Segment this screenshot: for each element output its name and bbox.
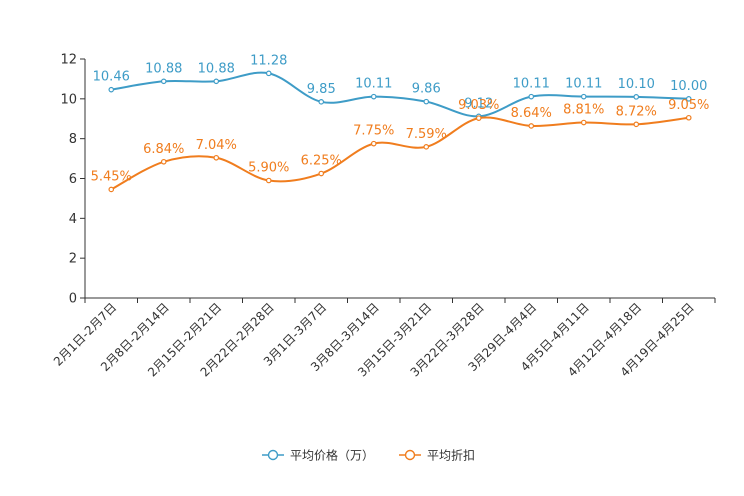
data-point <box>318 99 325 105</box>
data-label: 9.05% <box>668 98 709 113</box>
data-point <box>160 78 167 85</box>
data-label: 8.64% <box>511 106 552 121</box>
data-point <box>265 70 272 77</box>
data-point <box>370 93 377 100</box>
y-tick-label: 0 <box>69 292 77 307</box>
legend-marker-icon <box>267 449 279 461</box>
data-point <box>160 158 167 165</box>
data-point <box>213 78 220 85</box>
data-point <box>528 93 535 100</box>
data-point <box>633 121 640 128</box>
series-line-1 <box>110 116 689 191</box>
data-label: 11.28 <box>250 53 287 68</box>
series-layer <box>108 70 692 193</box>
data-label: 10.10 <box>618 77 655 92</box>
legend: 平均价格（万） 平均折扣 <box>262 448 475 463</box>
data-point <box>475 115 482 121</box>
data-label: 7.04% <box>196 138 237 153</box>
legend-marker-icon <box>404 449 416 461</box>
data-label: 8.72% <box>616 104 657 119</box>
data-point <box>685 114 692 121</box>
y-tick-label: 12 <box>60 53 77 68</box>
data-label: 10.11 <box>565 77 602 92</box>
data-label: 10.00 <box>670 79 707 94</box>
data-point <box>318 170 325 177</box>
data-point <box>108 86 115 93</box>
data-point <box>108 186 115 193</box>
legend-entry: 平均折扣 <box>427 448 475 463</box>
data-point <box>213 154 220 161</box>
data-label: 9.86 <box>412 82 441 97</box>
y-tick-label: 8 <box>69 132 77 147</box>
data-label: 7.75% <box>353 124 394 139</box>
data-label: 9.03% <box>458 98 499 113</box>
data-point <box>633 94 640 100</box>
data-label: 10.11 <box>355 77 392 92</box>
data-point <box>370 140 377 147</box>
axes: 0246810122月1日-2月7日2月8日-2月14日2月15日-2月21日2… <box>51 53 716 380</box>
y-tick-label: 10 <box>60 92 77 107</box>
data-label: 6.84% <box>143 142 184 157</box>
data-point <box>423 98 430 105</box>
data-point <box>528 123 535 129</box>
data-label: 9.12 <box>464 96 493 111</box>
data-label: 10.88 <box>145 61 182 76</box>
data-label: 10.88 <box>198 61 235 76</box>
data-point <box>423 144 430 150</box>
data-label: 5.90% <box>248 160 289 175</box>
legend-entry: 平均价格（万） <box>290 448 374 463</box>
data-point <box>580 93 587 100</box>
data-point <box>580 119 587 126</box>
data-label: 10.11 <box>513 77 550 92</box>
data-point <box>265 177 272 184</box>
data-label: 7.59% <box>406 127 447 142</box>
y-tick-label: 6 <box>69 172 77 187</box>
data-label: 6.25% <box>301 154 342 169</box>
data-label: 9.85 <box>307 82 336 97</box>
data-label: 5.45% <box>91 169 132 184</box>
data-point <box>685 96 692 102</box>
data-labels: 10.46 10.88 10.88 11.28 9.85 10.11 9.86 9.12 10.… <box>91 53 710 184</box>
data-label: 8.81% <box>563 103 604 118</box>
series-line-0 <box>111 71 689 118</box>
y-tick-label: 2 <box>69 252 77 267</box>
y-tick-label: 4 <box>69 212 77 227</box>
data-label: 10.46 <box>93 70 130 85</box>
